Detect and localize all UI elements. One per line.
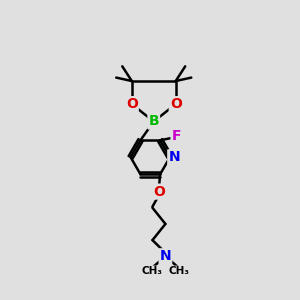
Text: N: N (160, 249, 171, 263)
Text: CH₃: CH₃ (142, 266, 163, 276)
Text: O: O (170, 97, 182, 111)
Text: B: B (148, 115, 159, 128)
Text: CH₃: CH₃ (168, 266, 189, 276)
Text: F: F (172, 129, 181, 143)
Text: N: N (168, 150, 180, 164)
Text: O: O (126, 97, 138, 111)
Text: O: O (153, 184, 165, 199)
